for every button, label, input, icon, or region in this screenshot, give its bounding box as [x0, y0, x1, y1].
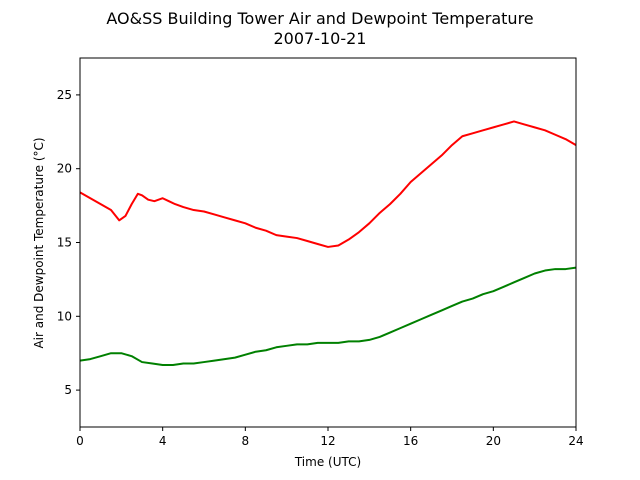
x-tick-label: 24: [568, 434, 583, 448]
x-tick-label: 0: [76, 434, 84, 448]
x-tick-label: 20: [486, 434, 501, 448]
y-tick-label: 20: [57, 162, 72, 176]
chart-title: AO&SS Building Tower Air and Dewpoint Te…: [106, 9, 533, 28]
x-tick-label: 4: [159, 434, 167, 448]
x-tick-label: 8: [242, 434, 250, 448]
series-layer: [79, 120, 577, 367]
y-tick-label: 25: [57, 88, 72, 102]
y-tick-label: 5: [64, 383, 72, 397]
y-tick-label: 10: [57, 309, 72, 323]
y-axis-label: Air and Dewpoint Temperature (°C): [32, 137, 46, 348]
x-tick-label: 12: [320, 434, 335, 448]
x-tick-label: 16: [403, 434, 418, 448]
series-line-1: [79, 120, 577, 248]
plot-frame: [79, 57, 577, 428]
y-tick-label: 15: [57, 236, 72, 250]
x-axis-label: Time (UTC): [294, 455, 361, 469]
chart-subtitle: 2007-10-21: [274, 29, 367, 48]
tick-layer: 0 4 8 12 16 20 24 5 10 15 20 25: [57, 88, 584, 448]
series-line-2: [79, 266, 577, 367]
